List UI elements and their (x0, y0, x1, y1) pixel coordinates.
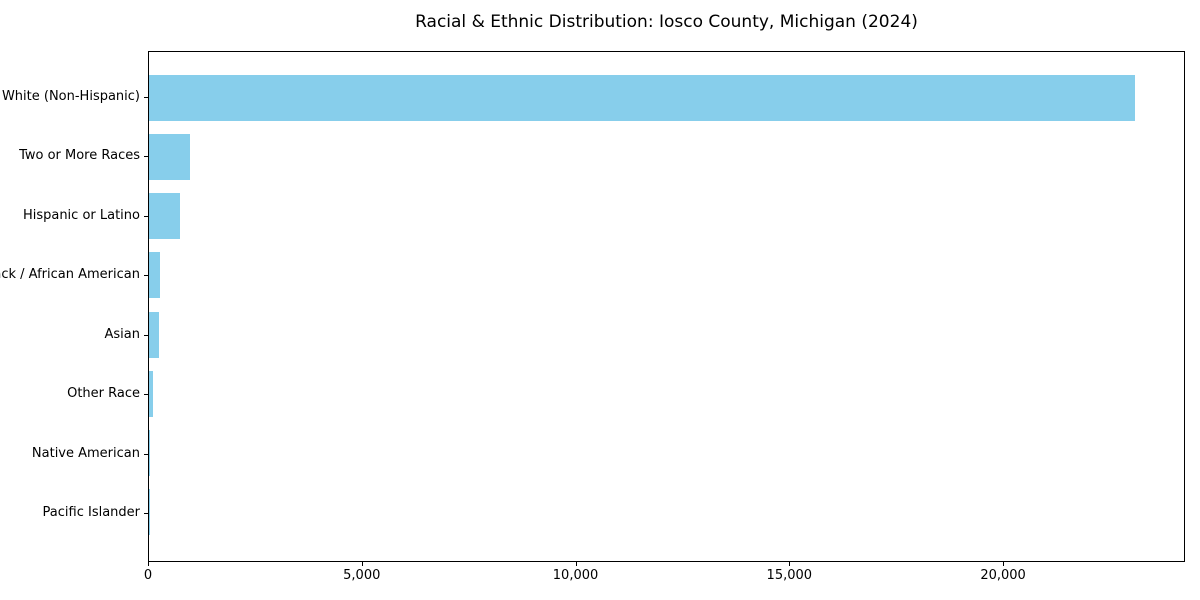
y-tick-label-black-african-american: Black / African American (0, 267, 140, 283)
y-tick-label-asian: Asian (104, 326, 140, 342)
y-tick-native-american (144, 454, 148, 455)
x-tick-15000 (789, 561, 790, 566)
x-tick-10000 (576, 561, 577, 566)
bar-row-black-african-american (149, 246, 1184, 305)
bar-row-pacific-islander (149, 483, 1184, 542)
x-tick-label-5000: 5,000 (343, 568, 381, 583)
x-tick-label-20000: 20,000 (980, 568, 1026, 583)
y-tick-black-african-american (144, 275, 148, 276)
bar-row-other-race (149, 364, 1184, 423)
bar-row-white-non-hispanic (149, 68, 1184, 127)
y-tick-label-other-race: Other Race (67, 386, 140, 402)
bar-native-american (149, 430, 151, 477)
x-tick-label-10000: 10,000 (552, 568, 599, 583)
bar-rows (149, 68, 1184, 542)
bar-row-native-american (149, 424, 1184, 483)
bar-white-non-hispanic (149, 74, 1135, 121)
bar-row-hispanic-or-latino (149, 187, 1184, 246)
y-tick-label-native-american: Native American (31, 445, 140, 461)
chart-title: Racial & Ethnic Distribution: Iosco Coun… (415, 12, 918, 32)
plot-area (148, 51, 1185, 562)
y-tick-label-white-non-hispanic: White (Non-Hispanic) (1, 88, 140, 104)
x-tick-label-0: 0 (143, 568, 153, 583)
bar-hispanic-or-latino (149, 193, 181, 240)
y-tick-label-two-or-more-races: Two or More Races (19, 148, 140, 164)
bar-row-two-or-more-races (149, 127, 1184, 186)
y-tick-label-hispanic-or-latino: Hispanic or Latino (22, 207, 140, 223)
y-tick-asian (144, 335, 148, 336)
y-tick-other-race (144, 394, 148, 395)
x-tick-20000 (1003, 561, 1004, 566)
bar-asian (149, 311, 160, 358)
bar-black-african-american (149, 252, 160, 299)
bar-two-or-more-races (149, 133, 190, 180)
bar-other-race (149, 370, 154, 417)
y-tick-label-pacific-islander: Pacific Islander (42, 505, 140, 521)
x-tick-0 (148, 561, 149, 566)
x-tick-5000 (362, 561, 363, 566)
x-tick-label-15000: 15,000 (766, 568, 813, 583)
y-tick-pacific-islander (144, 513, 148, 514)
y-tick-white-non-hispanic (144, 97, 148, 98)
y-tick-two-or-more-races (144, 156, 148, 157)
bar-row-asian (149, 305, 1184, 364)
y-tick-hispanic-or-latino (144, 216, 148, 217)
